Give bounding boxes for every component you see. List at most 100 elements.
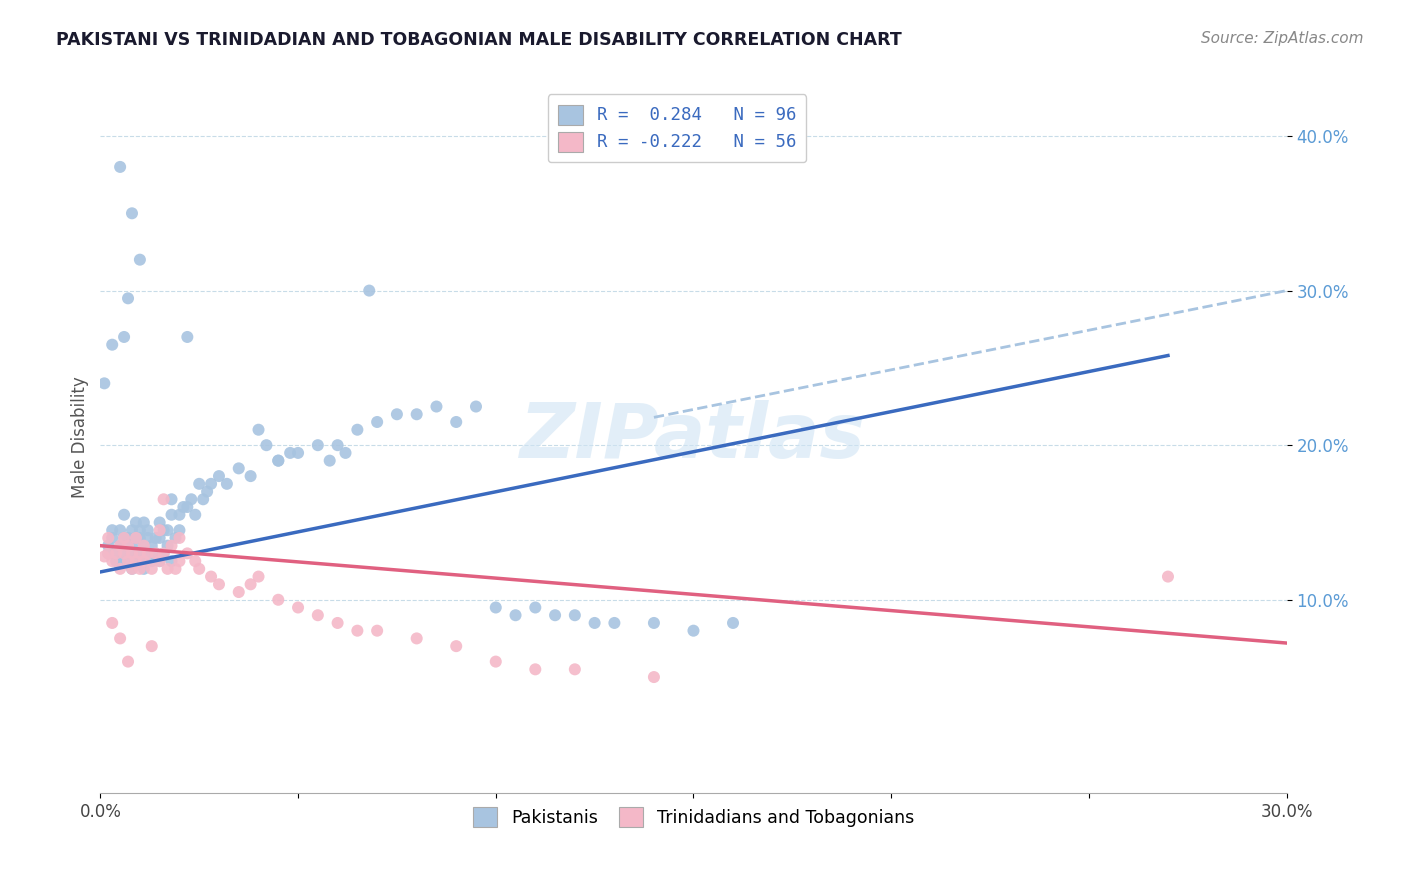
- Point: [160, 492, 183, 507]
- Point: [191, 492, 214, 507]
- Point: [152, 546, 174, 560]
- Point: [101, 337, 124, 351]
- Point: [215, 476, 238, 491]
- Point: [200, 569, 222, 583]
- Point: [117, 531, 139, 545]
- Point: [366, 415, 388, 429]
- Point: [564, 608, 586, 623]
- Point: [359, 284, 381, 298]
- Point: [247, 569, 270, 583]
- Point: [132, 562, 155, 576]
- Point: [172, 500, 194, 514]
- Point: [184, 508, 207, 522]
- Point: [169, 554, 191, 568]
- Point: [125, 554, 148, 568]
- Point: [108, 632, 131, 646]
- Point: [141, 562, 163, 576]
- Point: [465, 400, 488, 414]
- Point: [149, 554, 172, 568]
- Point: [121, 523, 143, 537]
- Legend: Pakistanis, Trinidadians and Tobagonians: Pakistanis, Trinidadians and Tobagonians: [465, 800, 921, 834]
- Point: [346, 423, 368, 437]
- Point: [425, 400, 447, 414]
- Point: [444, 415, 467, 429]
- Point: [97, 546, 120, 560]
- Point: [267, 453, 290, 467]
- Point: [141, 539, 163, 553]
- Point: [97, 546, 120, 560]
- Point: [564, 662, 586, 676]
- Point: [149, 531, 172, 545]
- Point: [366, 624, 388, 638]
- Point: [112, 531, 135, 545]
- Point: [108, 539, 131, 553]
- Point: [105, 554, 128, 568]
- Point: [208, 577, 231, 591]
- Point: [128, 523, 150, 537]
- Point: [160, 508, 183, 522]
- Point: [682, 624, 704, 638]
- Point: [125, 531, 148, 545]
- Point: [112, 531, 135, 545]
- Point: [108, 554, 131, 568]
- Point: [128, 546, 150, 560]
- Point: [721, 615, 744, 630]
- Point: [267, 453, 290, 467]
- Point: [136, 546, 159, 560]
- Point: [132, 516, 155, 530]
- Point: [112, 546, 135, 560]
- Point: [117, 655, 139, 669]
- Point: [326, 615, 349, 630]
- Point: [307, 608, 329, 623]
- Point: [152, 492, 174, 507]
- Point: [101, 554, 124, 568]
- Point: [239, 577, 262, 591]
- Point: [101, 531, 124, 545]
- Point: [108, 160, 131, 174]
- Point: [1157, 569, 1180, 583]
- Point: [254, 438, 277, 452]
- Point: [485, 655, 508, 669]
- Point: [169, 531, 191, 545]
- Point: [247, 423, 270, 437]
- Point: [156, 539, 179, 553]
- Point: [169, 508, 191, 522]
- Text: ZIPatlas: ZIPatlas: [520, 401, 866, 475]
- Point: [121, 562, 143, 576]
- Point: [643, 670, 665, 684]
- Point: [105, 546, 128, 560]
- Point: [544, 608, 567, 623]
- Point: [505, 608, 527, 623]
- Point: [169, 523, 191, 537]
- Point: [188, 562, 211, 576]
- Point: [145, 546, 167, 560]
- Point: [156, 523, 179, 537]
- Point: [149, 554, 172, 568]
- Point: [524, 600, 547, 615]
- Point: [228, 585, 250, 599]
- Point: [112, 508, 135, 522]
- Point: [128, 562, 150, 576]
- Point: [125, 546, 148, 560]
- Point: [132, 539, 155, 553]
- Point: [105, 546, 128, 560]
- Point: [188, 476, 211, 491]
- Point: [128, 554, 150, 568]
- Point: [121, 546, 143, 560]
- Point: [200, 476, 222, 491]
- Point: [195, 484, 218, 499]
- Point: [165, 531, 187, 545]
- Point: [101, 523, 124, 537]
- Point: [326, 438, 349, 452]
- Point: [117, 539, 139, 553]
- Point: [108, 523, 131, 537]
- Point: [180, 492, 202, 507]
- Point: [160, 554, 183, 568]
- Point: [145, 546, 167, 560]
- Point: [145, 531, 167, 545]
- Point: [485, 600, 508, 615]
- Point: [108, 562, 131, 576]
- Point: [125, 531, 148, 545]
- Point: [112, 330, 135, 344]
- Point: [108, 539, 131, 553]
